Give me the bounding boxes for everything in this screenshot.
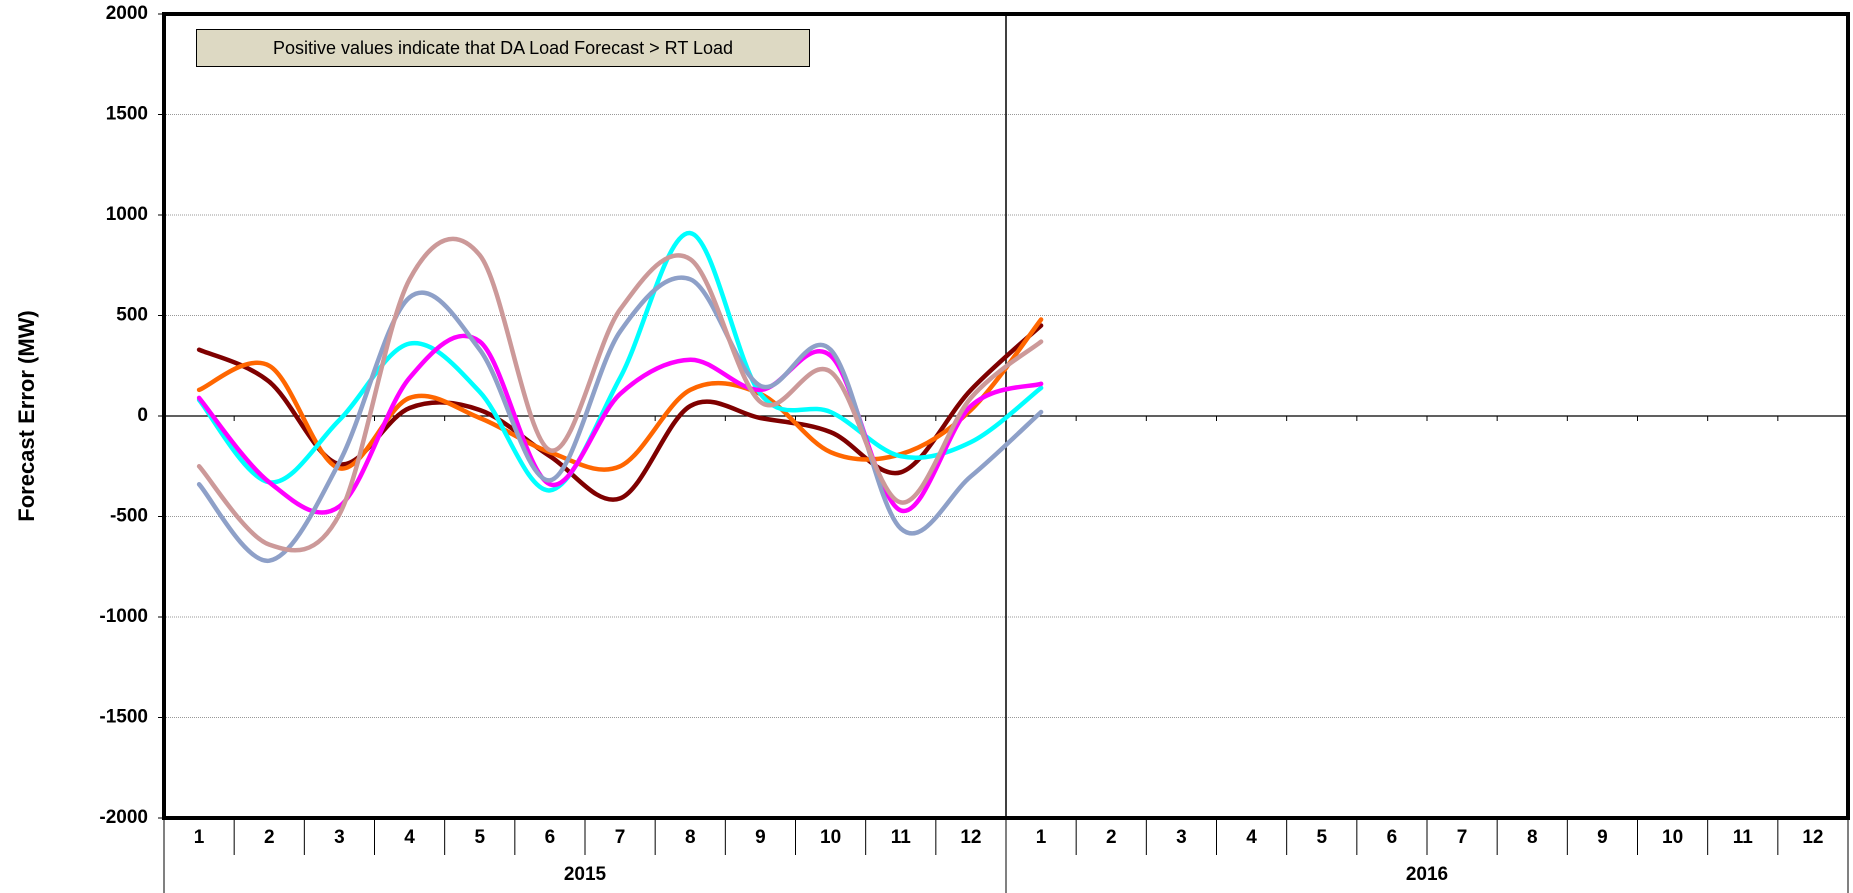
x-month-label: 1 bbox=[1036, 827, 1047, 848]
annotation-box: Positive values indicate that DA Load Fo… bbox=[196, 29, 810, 67]
x-month-label: 12 bbox=[960, 827, 981, 848]
x-month-label: 3 bbox=[1176, 827, 1187, 848]
y-tick-label: -500 bbox=[110, 506, 148, 527]
x-month-label: 10 bbox=[820, 827, 841, 848]
series-line-3 bbox=[196, 230, 1044, 493]
x-month-label: 7 bbox=[615, 827, 626, 848]
y-tick-label: -2000 bbox=[99, 807, 148, 828]
y-axis-label: Forecast Error (MW) bbox=[14, 310, 39, 521]
x-year-label: 2015 bbox=[564, 864, 607, 885]
y-tick-label: -1500 bbox=[99, 707, 148, 728]
x-month-label: 11 bbox=[1733, 827, 1754, 848]
x-month-label: 6 bbox=[1387, 827, 1398, 848]
y-tick-label: -1000 bbox=[99, 606, 148, 627]
series-line-6 bbox=[196, 236, 1044, 553]
x-month-label: 8 bbox=[685, 827, 696, 848]
x-month-label: 2 bbox=[264, 827, 275, 848]
x-month-label: 4 bbox=[404, 827, 415, 848]
series-line-5 bbox=[196, 275, 1044, 563]
x-year-label: 2016 bbox=[1406, 864, 1448, 885]
y-axis-ticks: 2000 1500 1000 500 0 -500 -1000 -1500 -2000 bbox=[99, 3, 164, 828]
x-month-label: 3 bbox=[334, 827, 345, 848]
x-month-label: 11 bbox=[891, 827, 912, 848]
y-tick-label: 1500 bbox=[106, 104, 148, 125]
series-line-1 bbox=[196, 323, 1044, 502]
plot-frame bbox=[162, 12, 1850, 820]
x-month-label: 5 bbox=[474, 827, 485, 848]
series-lines bbox=[196, 230, 1044, 563]
y-tick-label: 0 bbox=[137, 405, 148, 426]
x-month-label: 2 bbox=[1106, 827, 1117, 848]
x-month-label: 9 bbox=[755, 827, 766, 848]
y-tick-label: 1000 bbox=[106, 204, 148, 225]
y-tick-label: 2000 bbox=[106, 3, 148, 24]
x-month-label: 1 bbox=[194, 827, 205, 848]
x-month-label: 5 bbox=[1316, 827, 1327, 848]
y-tick-label: 500 bbox=[116, 305, 148, 326]
x-month-label: 7 bbox=[1457, 827, 1468, 848]
x-month-label: 10 bbox=[1662, 827, 1683, 848]
x-month-label: 6 bbox=[545, 827, 556, 848]
x-month-label: 9 bbox=[1597, 827, 1608, 848]
x-month-label: 12 bbox=[1802, 827, 1823, 848]
x-month-label: 8 bbox=[1527, 827, 1538, 848]
x-month-label: 4 bbox=[1246, 827, 1257, 848]
